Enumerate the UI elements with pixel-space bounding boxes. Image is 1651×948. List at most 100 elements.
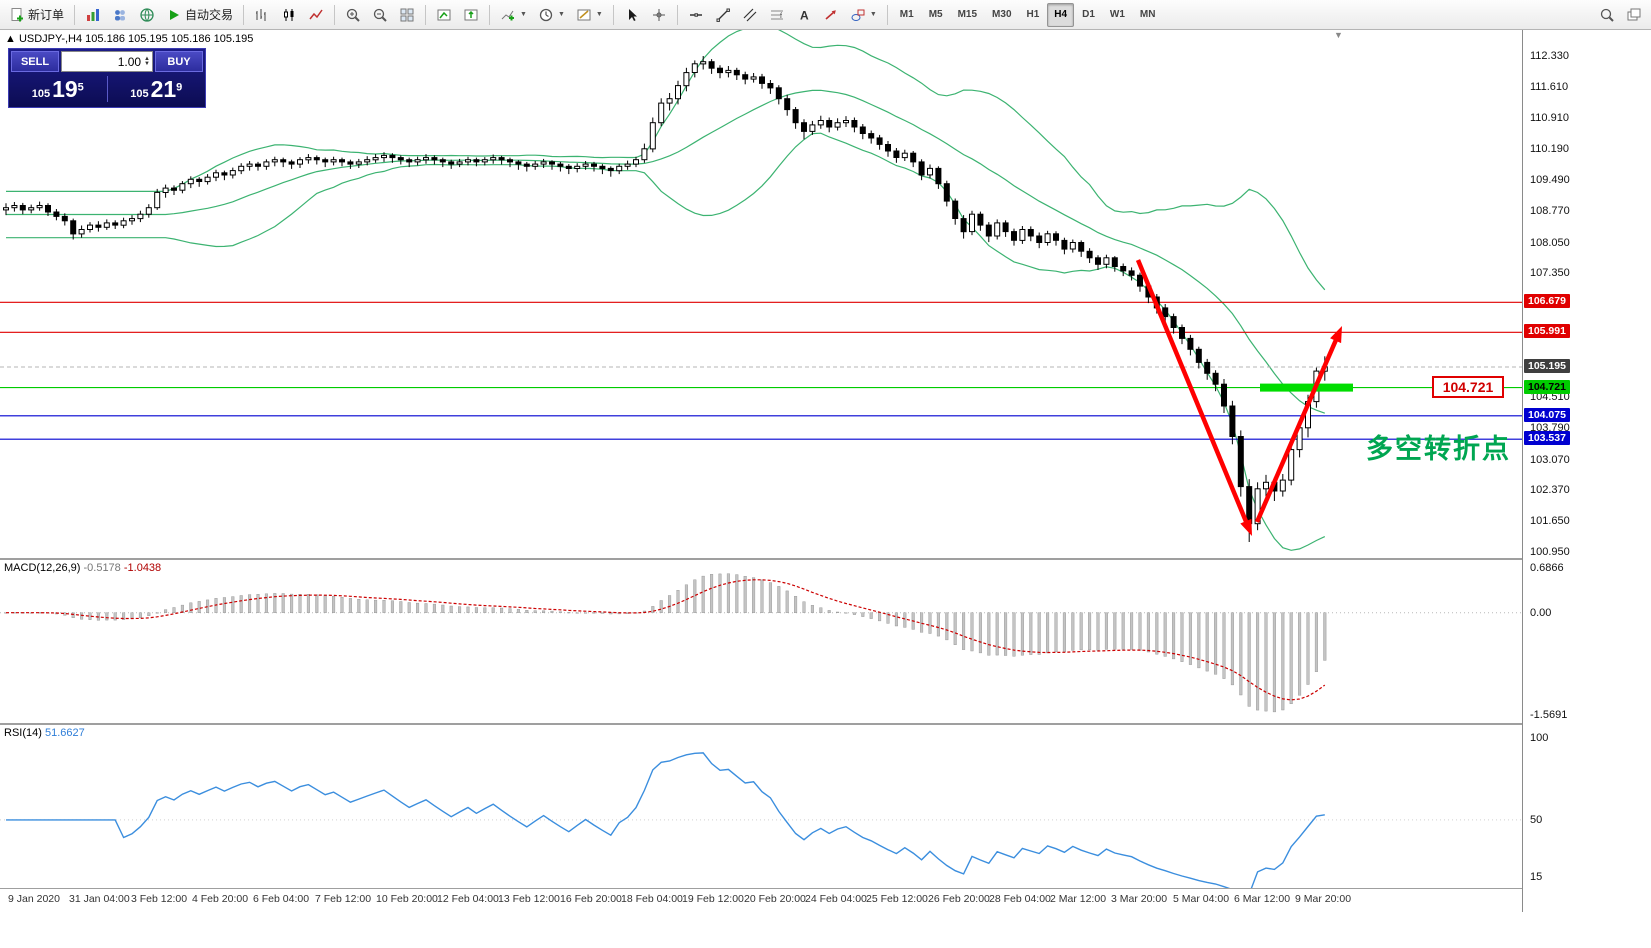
horizontal-line-tool-button[interactable] [683, 2, 709, 28]
charts-window-button[interactable] [80, 2, 106, 28]
price-badge-105.195: 105.195 [1524, 359, 1570, 373]
timeframe-button-w1[interactable]: W1 [1109, 9, 1125, 20]
price-badge-105.991: 105.991 [1524, 324, 1570, 338]
timeframe-button-m1[interactable]: M1 [899, 9, 914, 20]
new-order-label: 新订单 [28, 8, 65, 22]
svg-text:f: f [780, 13, 782, 20]
time-tick: 28 Feb 04:00 [989, 893, 1051, 905]
template-icon [577, 9, 591, 20]
indicators-list-button[interactable]: ▼ [495, 2, 532, 28]
cursor-tool-button[interactable] [619, 2, 645, 28]
price-badge-104.721: 104.721 [1524, 380, 1570, 394]
zoom-out-button[interactable] [367, 2, 393, 28]
chart-shift-marker-icon[interactable]: ▼ [1334, 30, 1343, 40]
price-tick: 112.330 [1530, 50, 1569, 62]
search-icon [1600, 8, 1614, 22]
price-tick: 111.610 [1530, 81, 1569, 93]
sell-button[interactable]: SELL [11, 51, 59, 72]
auto-arrange-button[interactable] [431, 2, 457, 28]
volume-input[interactable]: 1.00 ▲ ▼ [61, 51, 153, 72]
community-button[interactable] [134, 2, 160, 28]
volume-value: 1.00 [117, 54, 142, 69]
toolbar-separator [425, 4, 427, 25]
macd-panel[interactable] [0, 560, 1522, 723]
trendline-tool-button[interactable] [710, 2, 736, 28]
price-tick: 108.050 [1530, 237, 1570, 249]
timeframe-button-mn[interactable]: MN [1139, 9, 1156, 20]
time-tick: 3 Feb 12:00 [131, 893, 188, 905]
zoom-in-icon [346, 8, 360, 22]
templates-button[interactable]: ▼ [571, 2, 608, 28]
autotrading-button[interactable]: 自动交易 [161, 2, 238, 28]
toolbar-separator [243, 4, 245, 25]
timeframe-button-d1[interactable]: D1 [1082, 9, 1095, 20]
dropdown-caret-icon[interactable]: ▼ [557, 11, 565, 18]
shapes-icon [851, 9, 865, 21]
zoom-in-button[interactable] [340, 2, 366, 28]
price-callout-104721[interactable]: 104.721 [1432, 376, 1504, 398]
volume-spinner[interactable]: ▲ ▼ [144, 55, 150, 67]
symbol-ohlc-line: ▲ USDJPY-,H4 105.186 105.195 105.186 105… [5, 33, 253, 45]
price-tick: 103.070 [1530, 454, 1570, 466]
time-axis[interactable]: 9 Jan 2020 31 Jan 04:00 3 Feb 12:00 4 Feb 2… [0, 889, 1522, 913]
tile-windows-button[interactable] [394, 2, 420, 28]
toolbar-separator [489, 4, 491, 25]
toolbar-separator [612, 4, 614, 25]
periods-button[interactable]: ▼ [533, 2, 570, 28]
timeframe-button-m15[interactable]: M15 [957, 9, 978, 20]
chart-shift-button[interactable] [458, 2, 484, 28]
text-tool-button[interactable]: A [791, 2, 817, 28]
price-tick: 109.490 [1530, 174, 1570, 186]
rsi-scale-tick: 15 [1530, 871, 1543, 883]
buy-price[interactable]: 105219 [130, 75, 183, 102]
main-chart[interactable] [0, 30, 1522, 558]
channel-tool-button[interactable] [737, 2, 763, 28]
grid-icon [400, 8, 414, 21]
candles-icon [284, 8, 294, 21]
price-tick: 110.910 [1530, 112, 1569, 124]
candle-chart-mode-button[interactable] [276, 2, 302, 28]
toolbar-separator [886, 4, 888, 25]
arrange-b-icon [464, 9, 478, 20]
sell-price[interactable]: 105195 [31, 75, 84, 102]
new-order-button[interactable]: 新订单 [4, 2, 69, 28]
time-tick: 26 Feb 20:00 [928, 893, 990, 905]
arrow-tool-button[interactable] [818, 2, 844, 28]
price-tick: 101.650 [1530, 515, 1570, 527]
buy-button[interactable]: BUY [155, 51, 203, 72]
macd-scale-tick: 0.6866 [1530, 562, 1564, 574]
time-tick: 25 Feb 12:00 [866, 893, 928, 905]
timeframe-button-m30[interactable]: M30 [992, 9, 1012, 20]
time-tick: 3 Mar 20:00 [1111, 893, 1168, 905]
bar-chart-mode-button[interactable] [249, 2, 275, 28]
profiles-button[interactable] [107, 2, 133, 28]
panel-resize-separator[interactable] [0, 723, 1651, 725]
turning-point-annotation[interactable]: 多空转折点 [1366, 434, 1511, 464]
panel-resize-separator[interactable] [0, 558, 1651, 560]
rsi-panel[interactable] [0, 725, 1522, 888]
one-click-trading-panel: SELL 1.00 ▲ ▼ BUY 105195 105219 [8, 48, 206, 108]
time-tick: 20 Feb 20:00 [744, 893, 806, 905]
search-button[interactable] [1594, 2, 1620, 28]
crosshair-tool-button[interactable] [646, 2, 672, 28]
timeframe-button-h1[interactable]: H1 [1026, 9, 1040, 20]
dropdown-caret-icon[interactable]: ▼ [595, 11, 603, 18]
macd-indicator-label: MACD(12,26,9) -0.5178 -1.0438 [4, 562, 162, 574]
price-scale[interactable]: 112.330 111.610 110.910 110.190 109.490 108.7… [1522, 30, 1651, 912]
window-list-button[interactable] [1621, 2, 1647, 28]
arrange-a-icon [437, 9, 451, 20]
line-chart-mode-button[interactable] [303, 2, 329, 28]
price-tick: 104.510 [1530, 391, 1570, 403]
timeframe-button-m5[interactable]: M5 [928, 9, 943, 20]
fibonacci-tool-button[interactable]: f [764, 2, 790, 28]
chart-colored-icon [87, 8, 100, 21]
shapes-tool-button[interactable]: ▼ [845, 2, 882, 28]
price-tick: 102.370 [1530, 484, 1570, 496]
time-tick: 13 Feb 12:00 [498, 893, 560, 905]
timeframe-button-h4[interactable]: H4 [1047, 2, 1075, 27]
dropdown-caret-icon[interactable]: ▼ [869, 11, 877, 18]
price-tick: 100.950 [1530, 546, 1570, 558]
dropdown-caret-icon[interactable]: ▼ [520, 11, 527, 18]
rsi-indicator-label: RSI(14) 51.6627 [4, 727, 85, 739]
time-tick: 7 Feb 12:00 [315, 893, 372, 905]
